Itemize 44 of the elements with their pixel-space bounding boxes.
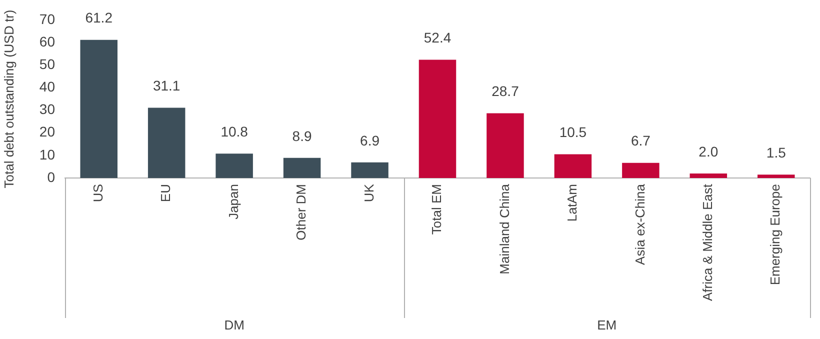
y-tick-label: 10 [39,146,56,162]
x-tick-label: EU [158,184,174,202]
bar [486,113,524,178]
data-label: 1.5 [766,144,786,160]
x-tick-label: LatAm [564,184,580,222]
bar [554,154,592,178]
bar [148,108,186,178]
data-label: 10.5 [559,124,587,140]
y-axis-title: Total debt outstanding (USD tr) [1,10,16,188]
data-label: 10.8 [220,123,248,140]
data-label: 28.7 [492,83,520,100]
text: EM [597,318,617,333]
y-tick-label: 60 [39,33,56,50]
bar [216,154,253,178]
data-label: 6.7 [630,132,651,149]
y-tick-label: 20 [39,124,56,140]
bar [80,40,118,178]
x-tick-label: UK [361,184,376,202]
bar [351,162,388,178]
data-label: 61.2 [85,10,113,26]
x-tick-label: Other DM [294,184,309,240]
data-label: 8.9 [292,128,312,144]
bar [283,158,321,178]
data-label: 2.0 [698,143,718,160]
y-tick-label: 30 [39,101,56,118]
y-tick-label: 40 [39,78,56,95]
bar [418,60,456,178]
x-tick-label: Mainland China [496,183,512,274]
x-tick-label: Emerging Europe [768,184,783,286]
x-tick-label: Africa & Middle East [700,184,715,302]
y-tick-label: 0 [47,168,56,185]
x-tick-label: US [90,184,106,202]
x-tick-label: Total EM [429,184,444,235]
data-label: 6.9 [360,132,380,148]
x-tick-label: Japan [226,184,241,220]
y-tick-label: 50 [39,56,56,72]
x-tick-label: Asia ex-China [632,183,648,265]
bar [690,173,728,178]
bar [622,162,660,178]
data-label: 52.4 [424,30,452,46]
y-tick-label: 70 [39,10,56,27]
text: DM [224,318,244,333]
data-label: 31.1 [152,78,180,94]
bar [758,174,795,178]
